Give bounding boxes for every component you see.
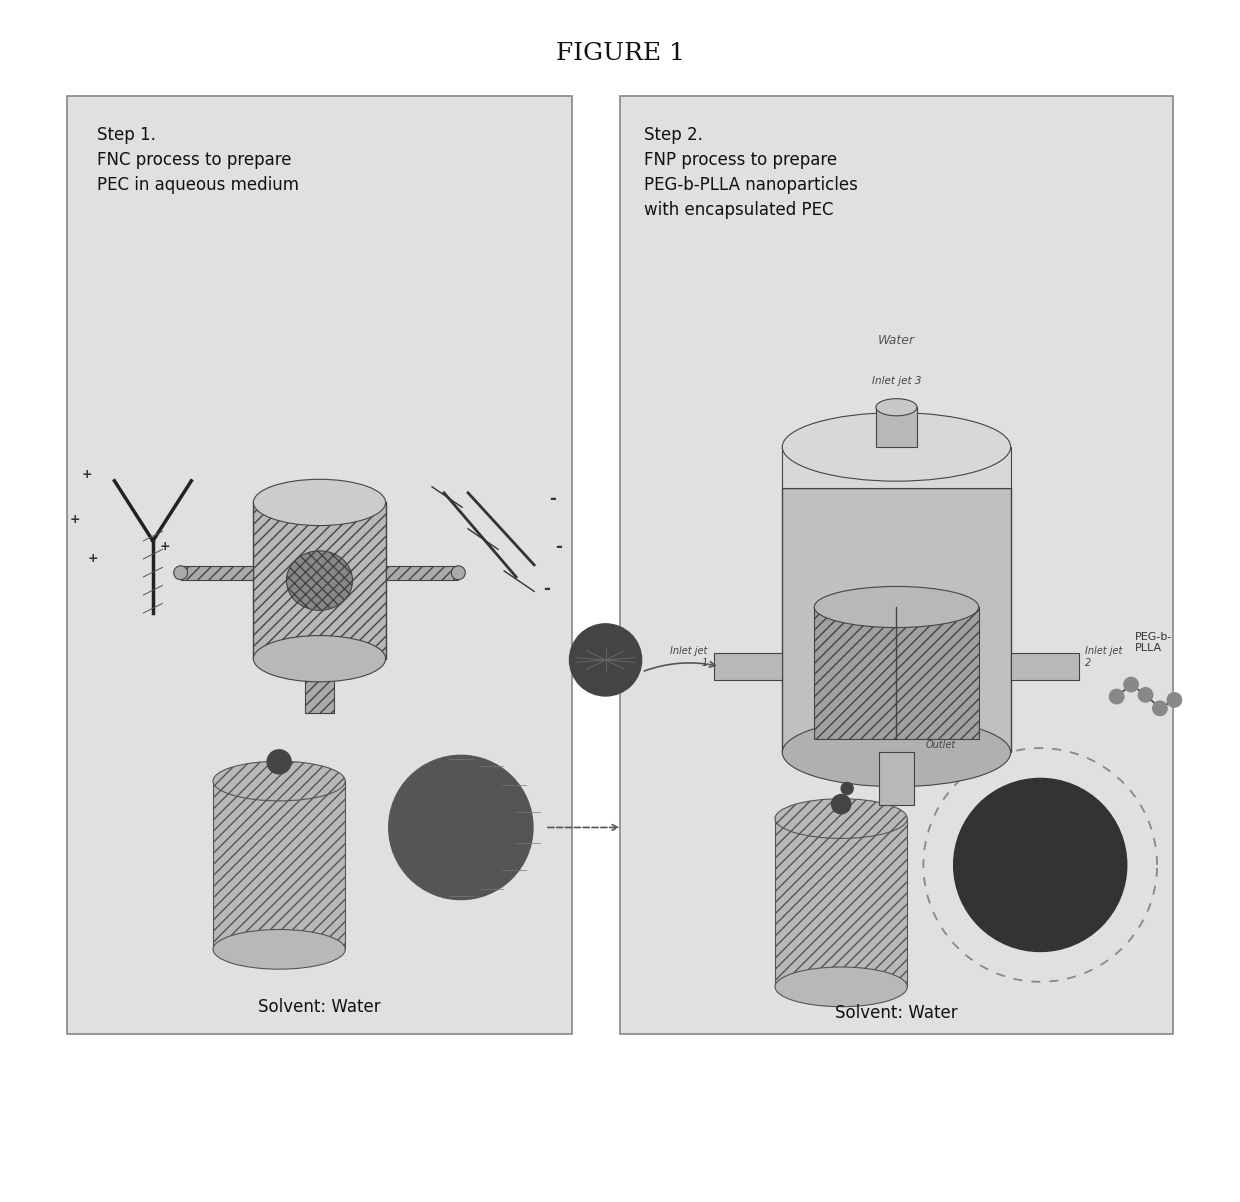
Polygon shape (305, 659, 334, 713)
Ellipse shape (213, 929, 345, 969)
Polygon shape (386, 566, 459, 579)
Circle shape (388, 755, 533, 899)
Text: Inlet jet 3: Inlet jet 3 (872, 375, 921, 386)
Text: +: + (82, 469, 92, 481)
Circle shape (841, 783, 853, 795)
Ellipse shape (782, 412, 1011, 481)
Polygon shape (1011, 653, 1079, 680)
Text: Solvent: Water: Solvent: Water (836, 1004, 957, 1022)
Text: Step 2.
FNP process to prepare
PEG-b-PLLA nanoparticles
with encapsulated PEC: Step 2. FNP process to prepare PEG-b-PLL… (644, 126, 858, 219)
Polygon shape (714, 653, 782, 680)
Ellipse shape (815, 587, 978, 627)
Circle shape (1167, 692, 1182, 707)
Ellipse shape (174, 566, 187, 579)
Polygon shape (181, 566, 253, 579)
Text: PEG-b-
PLLA: PEG-b- PLLA (1135, 632, 1172, 653)
Text: Water: Water (878, 334, 915, 347)
Polygon shape (253, 502, 386, 659)
Ellipse shape (213, 761, 345, 801)
Text: Outlet: Outlet (925, 740, 956, 750)
Polygon shape (815, 607, 978, 739)
Text: +: + (69, 513, 81, 525)
Text: -: - (549, 490, 556, 507)
Text: Inlet jet
1: Inlet jet 1 (671, 647, 708, 667)
Polygon shape (782, 488, 1011, 752)
Ellipse shape (782, 718, 1011, 786)
Text: -: - (543, 581, 549, 597)
Circle shape (1123, 678, 1138, 692)
FancyBboxPatch shape (67, 96, 572, 1034)
Circle shape (569, 624, 641, 696)
Circle shape (267, 750, 291, 774)
Text: +: + (88, 553, 98, 565)
Text: -: - (554, 538, 562, 555)
Text: FIGURE 1: FIGURE 1 (556, 42, 684, 65)
Ellipse shape (253, 636, 386, 682)
Ellipse shape (451, 566, 465, 579)
Polygon shape (879, 752, 914, 805)
Ellipse shape (775, 966, 908, 1007)
Circle shape (1153, 701, 1167, 715)
Text: Step 1.
FNC process to prepare
PEC in aqueous medium: Step 1. FNC process to prepare PEC in aq… (97, 126, 299, 195)
Polygon shape (213, 781, 345, 950)
Text: Inlet jet
2: Inlet jet 2 (1085, 647, 1122, 667)
Polygon shape (782, 447, 1011, 488)
Circle shape (1110, 689, 1123, 704)
Ellipse shape (875, 399, 918, 416)
Circle shape (1138, 688, 1153, 702)
Text: Solvent: Water: Solvent: Water (258, 998, 381, 1016)
Polygon shape (775, 819, 908, 987)
Circle shape (954, 779, 1127, 952)
FancyBboxPatch shape (620, 96, 1173, 1034)
Polygon shape (875, 407, 918, 447)
Ellipse shape (253, 480, 386, 525)
Circle shape (832, 795, 851, 814)
Ellipse shape (286, 551, 352, 611)
Ellipse shape (775, 798, 908, 839)
Text: +: + (160, 541, 170, 553)
